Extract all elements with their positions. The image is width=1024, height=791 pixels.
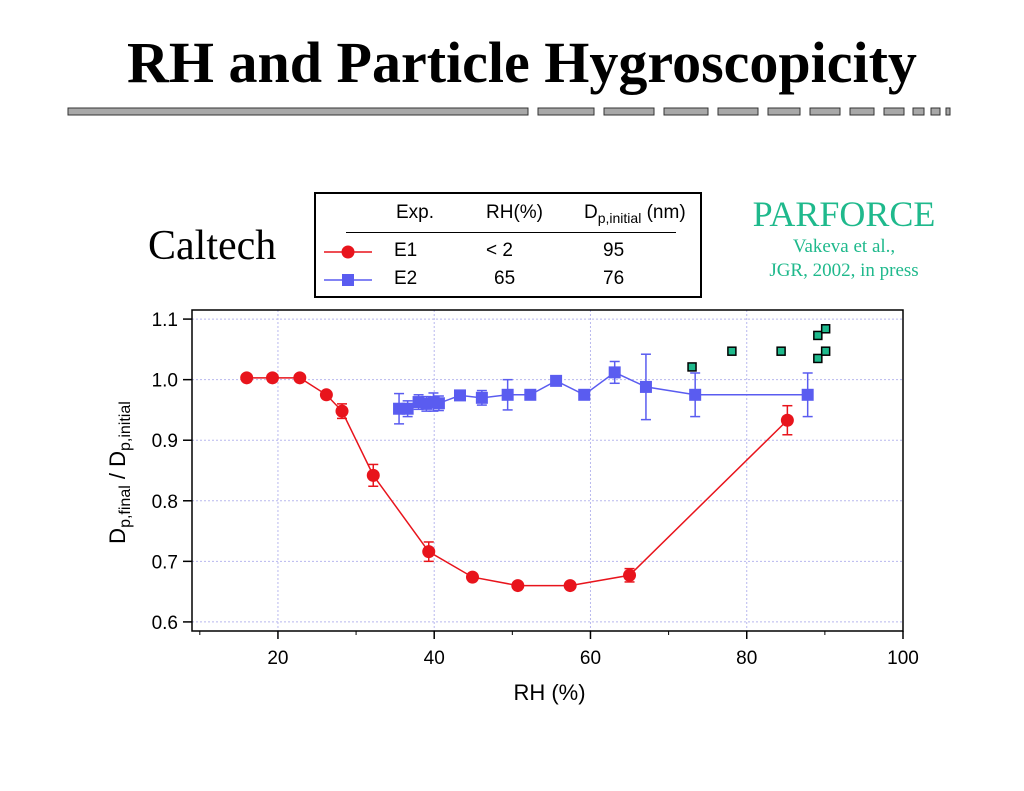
x-tick-label: 100 xyxy=(887,648,919,669)
x-tick-label: 60 xyxy=(580,648,601,669)
y-axis-title: Dp,final / Dp,initial xyxy=(105,401,134,544)
series-e2 xyxy=(393,353,814,425)
y-tick-label: 1.1 xyxy=(152,310,178,331)
data-point xyxy=(623,568,637,582)
legend-header-unit: (nm) xyxy=(646,202,686,223)
data-point xyxy=(432,397,445,410)
data-point xyxy=(820,324,831,334)
data-point xyxy=(366,468,380,482)
legend-header-d-subscript: p,initial xyxy=(597,209,642,226)
chart-grid xyxy=(192,310,904,631)
data-point xyxy=(776,346,786,356)
title-rule-segment xyxy=(930,107,941,116)
caltech-label: Caltech xyxy=(148,223,277,269)
title-underline xyxy=(67,107,951,116)
title-rule-segment xyxy=(849,107,875,116)
x-axis-title: RH (%) xyxy=(513,680,585,705)
data-point xyxy=(689,388,702,401)
legend-e2-d: 76 xyxy=(603,268,625,289)
data-point xyxy=(687,362,697,372)
legend-header-diameter: Dp,initial (nm) xyxy=(584,202,686,226)
data-point xyxy=(422,545,436,559)
title-rule-segment xyxy=(717,107,759,116)
data-point xyxy=(813,330,823,341)
series-parforce xyxy=(687,324,831,372)
data-point xyxy=(639,380,652,393)
data-point xyxy=(335,404,349,418)
legend-e2-symbol xyxy=(324,274,372,286)
legend-table: Exp. RH(%) Dp,initial (nm) E1 < 2 95 E2 … xyxy=(314,192,702,298)
data-point xyxy=(820,346,831,356)
title-rule-segment xyxy=(537,107,595,116)
data-point xyxy=(240,371,254,385)
title-rule-segment xyxy=(883,107,905,116)
data-point xyxy=(475,391,488,404)
data-point xyxy=(465,570,479,584)
data-point xyxy=(563,579,577,593)
legend-header-rh: RH(%) xyxy=(486,202,543,223)
data-point xyxy=(524,388,537,401)
title-rule-segment xyxy=(945,107,951,116)
title-rule-segment xyxy=(603,107,655,116)
legend-header-rule xyxy=(346,232,676,233)
title-rule-segment xyxy=(67,107,529,116)
data-point xyxy=(550,374,563,387)
legend-e1-exp: E1 xyxy=(394,240,418,261)
data-point xyxy=(578,388,591,401)
y-tick-label: 0.9 xyxy=(152,431,178,452)
data-point xyxy=(813,353,823,364)
title-rule-segment xyxy=(809,107,841,116)
series-e1 xyxy=(240,371,794,593)
legend-e1-symbol xyxy=(324,245,372,259)
parforce-title: PARFORCE xyxy=(752,194,936,234)
y-tick-label: 0.7 xyxy=(152,552,178,573)
title-rule-segment xyxy=(767,107,801,116)
parforce-annotation: PARFORCE Vakeva et al., JGR, 2002, in pr… xyxy=(738,193,950,283)
x-tick-label: 20 xyxy=(267,648,288,669)
legend-header-exp: Exp. xyxy=(396,202,435,223)
x-tick-label: 40 xyxy=(424,648,445,669)
data-point xyxy=(453,389,466,402)
title-rule-segment xyxy=(912,107,925,116)
series-line xyxy=(246,377,788,587)
data-point xyxy=(319,388,333,402)
legend-e2-exp: E2 xyxy=(394,268,418,289)
parforce-citation-line2: JGR, 2002, in press xyxy=(769,260,919,281)
data-point xyxy=(727,346,737,356)
y-tick-label: 0.8 xyxy=(152,492,178,513)
legend-header-d: D xyxy=(584,202,598,223)
data-point xyxy=(401,402,414,415)
parforce-citation-line1: Vakeva et al., xyxy=(792,236,896,257)
title-rule-segment xyxy=(663,107,709,116)
data-point xyxy=(780,413,794,427)
data-point xyxy=(801,388,814,401)
data-point xyxy=(501,388,514,401)
x-tick-label: 80 xyxy=(736,648,757,669)
data-point xyxy=(265,371,279,385)
data-point xyxy=(293,371,307,385)
slide-title: RH and Particle Hygroscopicity xyxy=(127,30,917,95)
legend-e1-d: 95 xyxy=(603,240,625,261)
y-tick-label: 1.0 xyxy=(152,371,178,392)
legend-e2-rh: 65 xyxy=(494,268,516,289)
plot-frame xyxy=(191,309,904,632)
data-point xyxy=(511,579,525,593)
data-point xyxy=(608,366,621,379)
legend-e1-rh: < 2 xyxy=(486,240,513,261)
y-tick-label: 0.6 xyxy=(152,613,178,634)
